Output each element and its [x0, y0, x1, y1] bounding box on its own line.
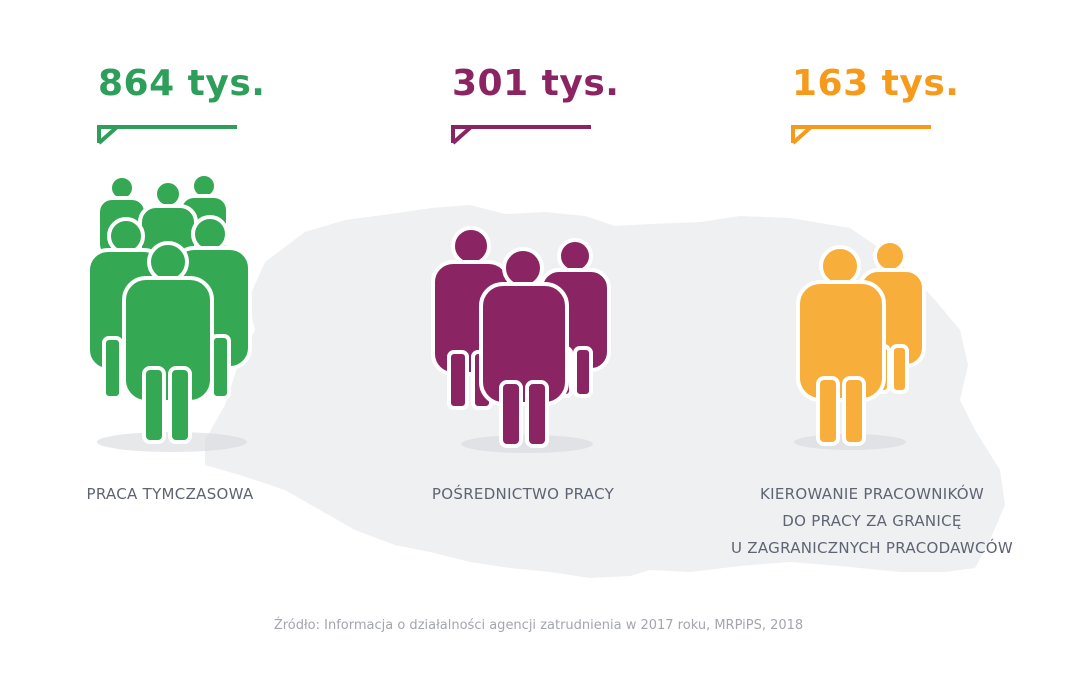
- label-posting-abroad: KIEROWANIE PRACOWNIKÓW DO PRACY ZA GRANI…: [730, 485, 1014, 557]
- crowd-of-people-icon: [86, 172, 252, 452]
- callout-pointer-orange: [791, 125, 931, 145]
- stat-value-job-placement: 301 tys.: [452, 63, 620, 104]
- stat-value-posting-abroad: 163 tys.: [792, 63, 960, 104]
- label-job-placement: POŚREDNICTWO PRACY: [431, 485, 615, 503]
- group-of-people-icon: [431, 226, 611, 453]
- callout-pointer-green: [97, 125, 237, 145]
- pair-of-people-icon: [794, 239, 926, 450]
- source-note: Źródło: Informacja o działalności agencj…: [273, 618, 804, 633]
- label-temporary-work: PRACA TYMCZASOWA: [86, 485, 254, 503]
- callout-pointer-purple: [451, 125, 591, 145]
- stat-value-temporary-work: 864 tys.: [98, 63, 266, 104]
